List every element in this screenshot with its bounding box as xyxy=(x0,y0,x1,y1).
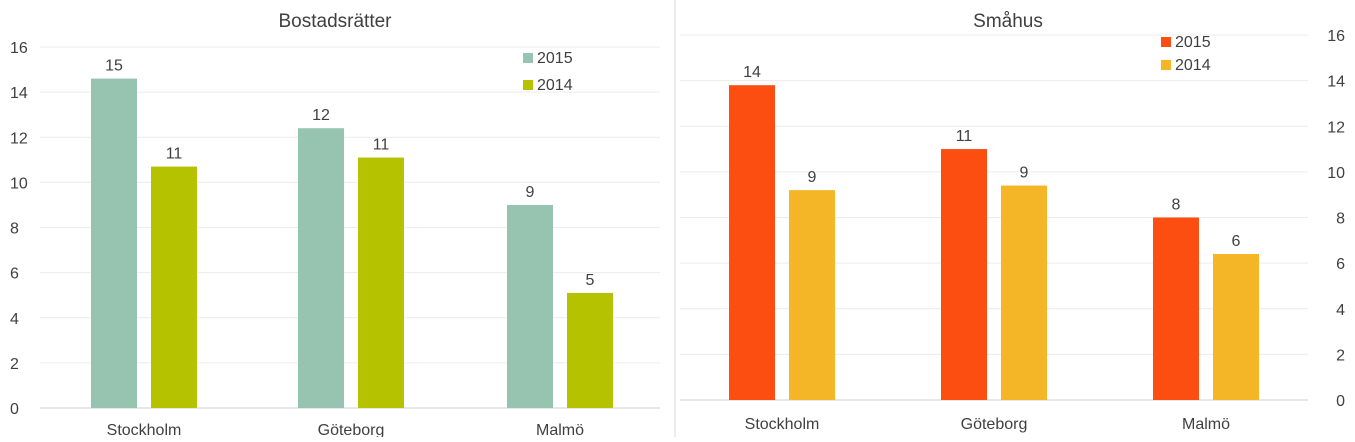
data-label: 14 xyxy=(743,64,761,81)
y-tick-label: 0 xyxy=(1336,393,1345,410)
data-label: 9 xyxy=(526,184,535,201)
y-tick-label: 10 xyxy=(1327,165,1345,182)
bar xyxy=(507,204,553,408)
data-label: 11 xyxy=(373,137,390,154)
legend-label: 2015 xyxy=(1175,34,1211,51)
y-tick-label: 2 xyxy=(10,356,19,373)
y-tick-label: 16 xyxy=(1327,28,1345,45)
legend-swatch xyxy=(523,80,533,90)
y-tick-label: 0 xyxy=(10,401,19,418)
chart-title: Småhus xyxy=(973,11,1043,32)
chart-smahus: 0 2 4 6 8 10 12 14 16 Småhus 14 11 8 9 9 6 Stockholm Göte… xyxy=(680,11,1345,433)
legend-swatch xyxy=(1161,60,1171,70)
bar xyxy=(789,190,835,400)
legend-label: 2014 xyxy=(1175,57,1211,74)
data-label: 11 xyxy=(166,146,183,163)
chart-title: Bostadsrätter xyxy=(279,11,393,32)
bar xyxy=(298,128,344,408)
legend-swatch xyxy=(1161,37,1171,47)
y-tick-label: 6 xyxy=(10,266,19,283)
x-category-label: Malmö xyxy=(536,422,584,437)
chart-bostadsratter: 0 2 4 6 8 10 12 14 16 Bostadsrätter 15 12 9 11 11 5 Stoc… xyxy=(10,11,660,439)
x-category-label: Göteborg xyxy=(318,422,385,437)
x-category-label: Stockholm xyxy=(745,416,820,433)
y-tick-label: 8 xyxy=(10,221,19,238)
y-tick-label: 10 xyxy=(10,175,28,192)
bar xyxy=(729,85,775,400)
y-tick-label: 14 xyxy=(1327,74,1345,91)
bar xyxy=(1153,217,1199,400)
x-category-label: Malmö xyxy=(1182,416,1230,433)
data-label: 9 xyxy=(1020,165,1029,182)
bar xyxy=(1001,185,1047,400)
y-tick-label: 12 xyxy=(1327,119,1345,136)
data-label: 15 xyxy=(105,58,123,75)
bar xyxy=(941,149,987,400)
bar xyxy=(567,292,613,408)
bar xyxy=(151,166,197,408)
data-label: 5 xyxy=(586,272,595,289)
x-category-label: Göteborg xyxy=(961,416,1028,433)
data-label: 11 xyxy=(956,128,973,145)
y-tick-label: 4 xyxy=(1336,302,1345,319)
legend-label: 2015 xyxy=(537,50,573,67)
legend-swatch xyxy=(523,53,533,63)
legend-label: 2014 xyxy=(537,77,573,94)
y-tick-label: 2 xyxy=(1336,347,1345,364)
x-category-label: Stockholm xyxy=(107,422,182,437)
data-label: 6 xyxy=(1232,233,1241,250)
data-label: 8 xyxy=(1172,197,1181,214)
y-tick-label: 4 xyxy=(10,311,19,328)
y-tick-label: 14 xyxy=(10,85,28,102)
bar xyxy=(358,157,404,408)
y-tick-label: 8 xyxy=(1336,211,1345,228)
bar xyxy=(1213,254,1259,400)
data-label: 9 xyxy=(808,169,817,186)
y-tick-label: 6 xyxy=(1336,256,1345,273)
data-label: 12 xyxy=(312,107,330,124)
bar xyxy=(91,78,137,409)
y-tick-label: 16 xyxy=(10,40,28,57)
y-tick-label: 12 xyxy=(10,130,28,147)
